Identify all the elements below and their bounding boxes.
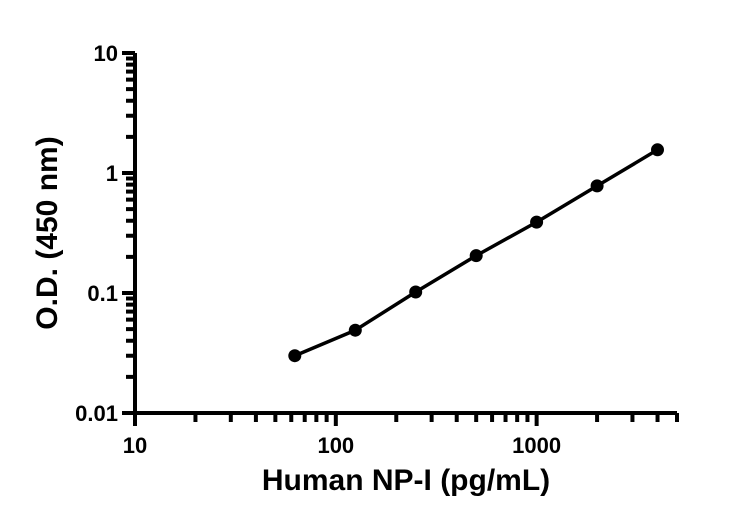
x-tick-label: 10 (123, 433, 147, 458)
data-point (348, 323, 362, 337)
x-tick-label: 100 (317, 433, 354, 458)
data-point (288, 349, 302, 363)
data-point (530, 215, 544, 229)
y-axis-title: O.D. (450 nm) (31, 136, 64, 330)
y-tick-label: 1 (106, 161, 118, 186)
y-tick-label: 0.01 (75, 401, 118, 426)
y-tick-label: 0.1 (87, 281, 118, 306)
x-axis-title: Human NP-I (pg/mL) (261, 464, 551, 497)
data-point (651, 143, 664, 157)
y-tick-label: 10 (94, 41, 118, 66)
data-point (469, 249, 483, 263)
data-point (409, 285, 423, 299)
data-point (590, 179, 604, 193)
x-tick-label: 1000 (512, 433, 561, 458)
